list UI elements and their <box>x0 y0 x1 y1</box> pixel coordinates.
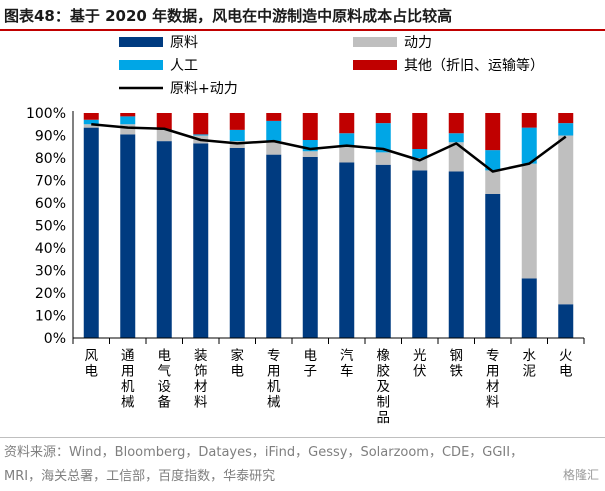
bar-segment <box>120 124 136 135</box>
bar-segment <box>485 113 501 151</box>
y-tick-label: 10% <box>35 309 66 325</box>
bar-segment <box>521 278 537 338</box>
legend-label: 原料+动力 <box>170 81 238 97</box>
bar-segment <box>412 158 428 171</box>
bar-segment <box>521 127 537 164</box>
bar-segment <box>448 142 464 172</box>
x-tick-label: 火电 <box>559 348 573 380</box>
bar-segment <box>156 129 172 142</box>
x-tick-label: 汽车 <box>340 348 354 380</box>
y-tick-label: 60% <box>35 196 66 212</box>
bar-segment <box>266 120 282 142</box>
legend-swatch <box>353 60 397 70</box>
bar-segment <box>83 127 99 338</box>
y-tick-label: 20% <box>35 286 66 302</box>
bar-segment <box>120 116 136 125</box>
y-tick-label: 30% <box>35 264 66 280</box>
x-tick-label: 光伏 <box>413 348 427 380</box>
y-tick-label: 40% <box>35 241 66 257</box>
y-tick-label: 90% <box>35 129 66 145</box>
bar-segment <box>558 113 574 124</box>
bar-segment <box>485 194 501 338</box>
bar-segment <box>120 113 136 117</box>
bar-segment <box>302 140 318 152</box>
y-tick-label: 0% <box>44 331 66 347</box>
bar-segment <box>266 141 282 155</box>
bar-segment <box>339 146 355 163</box>
legend-label: 其他（折旧、运输等） <box>404 57 544 74</box>
bar-segment <box>375 113 391 124</box>
bar-segment <box>448 171 464 338</box>
y-tick-label: 70% <box>35 174 66 190</box>
bar-segment <box>412 170 428 338</box>
x-tick-label: 电子 <box>304 348 318 380</box>
bar-segment <box>193 113 209 135</box>
legend-swatch <box>119 37 163 47</box>
bar-segment <box>266 154 282 338</box>
watermark: 格隆汇 <box>562 468 599 482</box>
x-tick-label: 通用机械 <box>121 348 135 411</box>
y-tick-label: 80% <box>35 151 66 167</box>
x-tick-label: 专用材料 <box>486 348 500 411</box>
bar-segment <box>302 156 318 338</box>
bar-segment <box>375 164 391 338</box>
x-tick-label: 装饰材料 <box>194 348 208 411</box>
bar-segment <box>266 113 282 121</box>
x-tick-label: 家电 <box>231 347 245 380</box>
source-note: 资料来源：Wind，Bloomberg，Datayes，iFind，Gessy，… <box>4 445 524 484</box>
bar-segment <box>302 151 318 157</box>
title-rule <box>0 29 605 31</box>
bar-segment <box>448 133 464 143</box>
y-tick-label: 50% <box>35 219 66 235</box>
bar-segment <box>83 113 99 120</box>
x-tick-label: 风电 <box>85 348 99 380</box>
legend-swatch <box>119 60 163 70</box>
bar-segment <box>83 124 99 128</box>
bar-segment <box>375 152 391 165</box>
bar-segment <box>412 149 428 158</box>
bar-segment <box>339 113 355 134</box>
bar-segment <box>83 119 99 125</box>
chart-title: 图表48：基于 2020 年数据，风电在中游制造中原料成本占比较高 <box>4 7 453 25</box>
bar-segment <box>193 134 209 136</box>
bar-segment <box>521 163 537 279</box>
source-rule <box>0 437 605 438</box>
bar-segment <box>120 134 136 338</box>
bar-segment <box>193 143 209 338</box>
bar-segment <box>156 141 172 338</box>
x-tick-label: 橡胶及制品 <box>377 348 391 426</box>
legend-label: 人工 <box>170 58 198 74</box>
x-tick-label: 专用机械 <box>267 348 281 411</box>
bar-segment <box>558 123 574 136</box>
bar-segment <box>339 162 355 338</box>
legend-label: 原料 <box>170 35 198 51</box>
legend-swatch <box>353 37 397 47</box>
bar-segment <box>558 304 574 338</box>
bar-segment <box>375 123 391 153</box>
bar-segment <box>558 135 574 305</box>
bar-segment <box>339 133 355 147</box>
legend-label: 动力 <box>404 35 432 51</box>
bar-segment <box>448 113 464 134</box>
x-tick-label: 水泥 <box>523 348 537 380</box>
bar-segment <box>229 147 245 338</box>
y-tick-label: 100% <box>26 106 66 122</box>
bar-segment <box>485 170 501 194</box>
bar-segment <box>412 113 428 149</box>
bar-segment <box>302 113 318 140</box>
x-tick-label: 电气设备 <box>158 348 172 411</box>
x-tick-label: 钢铁 <box>450 348 464 380</box>
bar-segment <box>229 129 245 142</box>
bar-segment <box>156 113 172 130</box>
bar-segment <box>485 150 501 171</box>
line-series <box>91 123 567 173</box>
bar-segment <box>229 113 245 130</box>
bar-segment <box>521 113 537 128</box>
